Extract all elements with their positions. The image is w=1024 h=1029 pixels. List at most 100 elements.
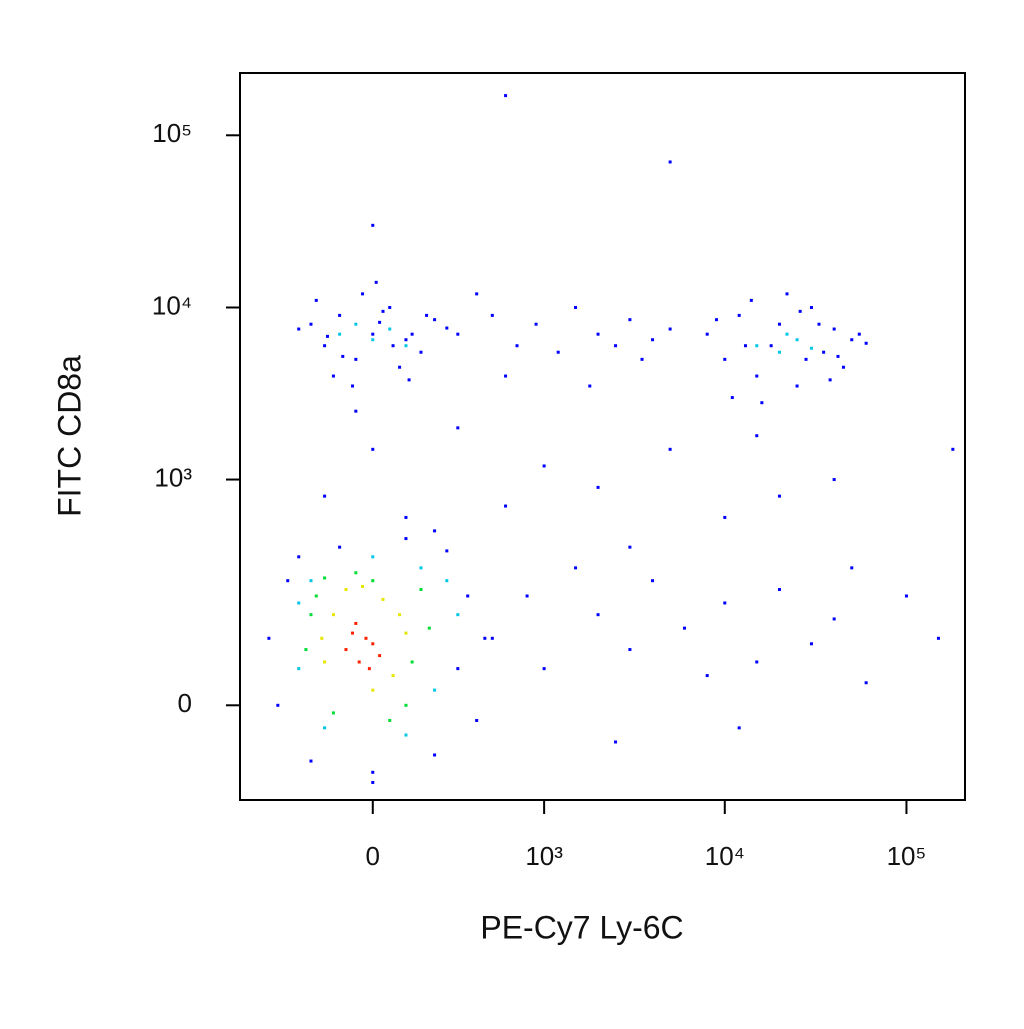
point [596,332,600,336]
x-axis-title: PE-Cy7 Ly-6C [480,909,683,945]
point [614,740,618,744]
point [419,566,423,570]
point [904,594,908,598]
point [338,545,342,549]
point [404,733,408,737]
x-tick-label: 10⁵ [887,841,927,871]
point [391,344,395,348]
point [410,332,414,336]
point [309,613,313,617]
point [381,597,385,601]
point [936,636,940,640]
point [354,357,358,361]
point [809,346,813,350]
point [404,537,408,541]
y-tick-label: 10³ [154,462,192,492]
point [841,365,845,369]
point [705,674,709,678]
point [331,711,335,715]
point [354,409,358,413]
point [504,94,508,98]
point [832,617,836,621]
point [371,447,375,451]
point [777,588,781,592]
point [371,770,375,774]
point [320,636,324,640]
point [367,667,371,671]
point [344,588,348,592]
point [795,338,799,342]
point [381,309,385,313]
point [427,626,431,630]
point [323,726,327,730]
x-tick-label: 10⁴ [705,841,745,871]
point [309,579,313,583]
point [809,306,813,310]
point [556,350,560,354]
point [309,322,313,326]
y-tick-label: 0 [178,688,192,718]
point [344,648,348,652]
point [410,660,414,664]
point [466,594,470,598]
point [297,327,301,331]
point [515,344,519,348]
point [456,667,460,671]
point [850,566,854,570]
point [445,326,449,330]
point [398,365,402,369]
point [836,354,840,358]
point [475,292,479,296]
point [297,601,301,605]
point [445,549,449,553]
point [419,350,423,354]
point [596,485,600,489]
point [864,341,868,345]
point [371,332,375,336]
point [864,681,868,685]
point [777,322,781,326]
point [682,626,686,630]
point [475,718,479,722]
point [388,327,392,331]
point [297,555,301,559]
point [341,354,345,358]
point [331,613,335,617]
point [433,753,437,757]
point [419,588,423,592]
point [398,613,402,617]
point [323,660,327,664]
point [297,667,301,671]
point [777,494,781,498]
point [574,566,578,570]
point [857,332,861,336]
point [323,344,327,348]
point [640,357,644,361]
point [795,384,799,388]
point [534,322,538,326]
point [777,350,781,354]
point [588,384,592,388]
point [714,318,718,322]
point [388,306,392,310]
point [504,504,508,508]
point [828,378,832,382]
point [338,313,342,317]
point [456,332,460,336]
point [832,478,836,482]
point [749,298,753,302]
point [354,322,358,326]
point [723,357,727,361]
point [404,515,408,519]
point [490,313,494,317]
point [456,613,460,617]
point [822,350,826,354]
point [769,344,773,348]
point [755,660,759,664]
point [276,703,280,707]
point [357,660,361,664]
point [371,780,375,784]
point [755,374,759,378]
point [614,344,618,348]
point [705,332,709,336]
